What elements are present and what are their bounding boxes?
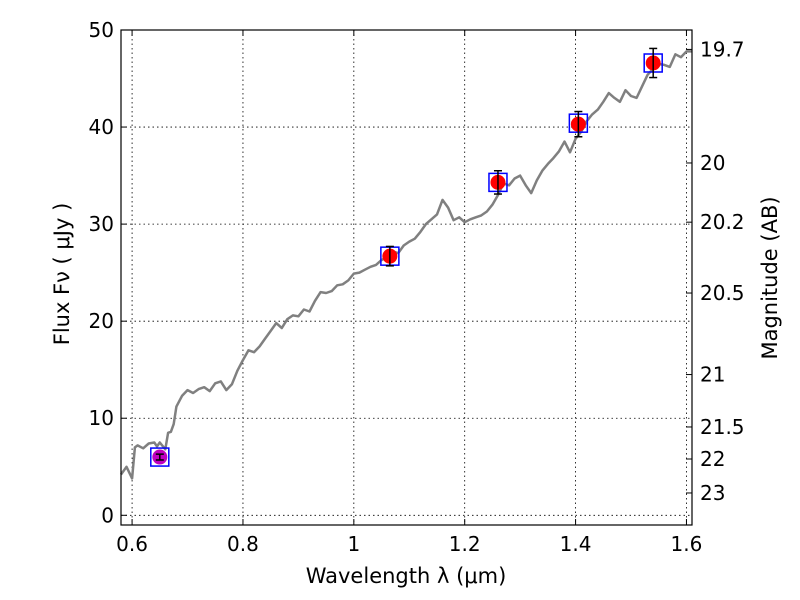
y-tick-label: 50	[89, 18, 114, 42]
right-tick-label: 19.7	[700, 37, 745, 61]
y-tick-label: 40	[89, 115, 114, 139]
y-tick-label: 0	[101, 503, 114, 527]
synthetic-square-marker	[150, 447, 170, 467]
y-tick-label: 30	[89, 212, 114, 236]
spectrum-layer	[119, 50, 692, 480]
plot-frame	[120, 29, 693, 526]
y-tick-label: 10	[89, 406, 114, 430]
right-tick-label: 23	[700, 481, 725, 505]
x-tick-label: 0.8	[227, 532, 259, 556]
grid-lines	[121, 29, 692, 525]
right-tick-label: 20.5	[700, 281, 745, 305]
right-tick-label: 20	[700, 151, 725, 175]
data-points	[150, 47, 663, 467]
x-tick-label: 1	[347, 532, 360, 556]
x-tick-label: 1.2	[449, 532, 481, 556]
right-axis-title: Magnitude (AB)	[758, 196, 782, 359]
x-tick-label: 1.6	[671, 532, 703, 556]
x-tick-label: 0.6	[116, 532, 148, 556]
x-axis-title: Wavelength λ (μm)	[306, 564, 507, 588]
right-tick-label: 22	[700, 447, 725, 471]
x-tick-label: 1.4	[560, 532, 592, 556]
right-tick-label: 21	[700, 363, 725, 387]
y-axis-title: Flux Fν ( μJy )	[50, 203, 74, 346]
y-tick-label: 20	[89, 309, 114, 333]
right-tick-label: 21.5	[700, 415, 745, 439]
spectrum-line	[119, 50, 692, 480]
right-tick-label: 20.2	[700, 210, 745, 234]
axis-ticks: 0.6 0.8 1 1.2 1.4 1.6 0 10 20 30 40 50 19.7 20 20.2 20.…	[89, 18, 745, 556]
